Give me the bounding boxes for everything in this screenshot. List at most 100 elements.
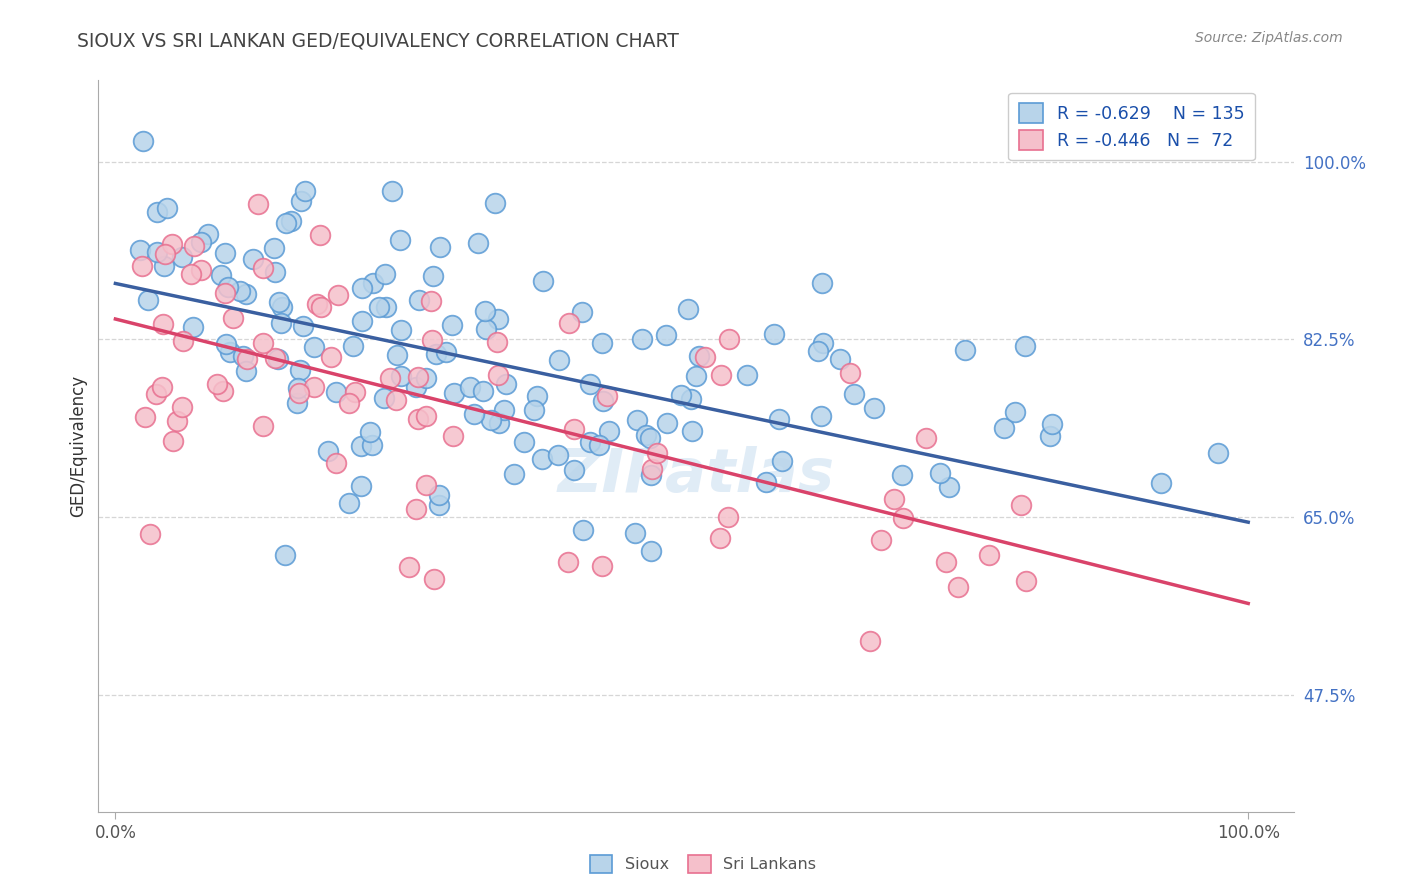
- Point: [564, 422, 586, 436]
- Point: [1040, 417, 1063, 431]
- Point: [415, 409, 437, 424]
- Point: [180, 268, 202, 282]
- Point: [156, 202, 179, 216]
- Point: [229, 285, 252, 299]
- Point: [655, 328, 678, 343]
- Point: [811, 336, 834, 351]
- Point: [717, 509, 740, 524]
- Point: [264, 351, 287, 366]
- Point: [205, 377, 228, 392]
- Point: [503, 467, 526, 481]
- Point: [1150, 476, 1173, 491]
- Point: [385, 393, 408, 408]
- Point: [288, 386, 311, 401]
- Point: [269, 294, 291, 309]
- Point: [263, 241, 285, 255]
- Point: [252, 261, 274, 276]
- Point: [160, 236, 183, 251]
- Point: [218, 345, 240, 359]
- Point: [423, 572, 446, 586]
- Point: [1010, 498, 1032, 512]
- Point: [373, 391, 395, 405]
- Point: [321, 351, 343, 365]
- Point: [374, 300, 396, 314]
- Point: [308, 228, 330, 243]
- Point: [811, 277, 834, 291]
- Point: [1206, 446, 1229, 460]
- Point: [166, 414, 188, 428]
- Point: [415, 371, 437, 385]
- Point: [869, 533, 891, 547]
- Point: [571, 305, 593, 319]
- Point: [562, 463, 585, 477]
- Point: [572, 523, 595, 537]
- Point: [1015, 574, 1038, 589]
- Point: [938, 480, 960, 494]
- Point: [891, 511, 914, 525]
- Point: [170, 250, 193, 264]
- Point: [472, 384, 495, 398]
- Point: [170, 401, 193, 415]
- Point: [578, 377, 600, 392]
- Point: [547, 448, 569, 462]
- Point: [596, 389, 619, 403]
- Point: [669, 388, 692, 402]
- Point: [367, 300, 389, 314]
- Point: [152, 259, 174, 273]
- Point: [592, 393, 614, 408]
- Point: [533, 274, 555, 288]
- Point: [762, 327, 785, 342]
- Point: [810, 409, 832, 424]
- Point: [381, 185, 404, 199]
- Point: [232, 349, 254, 363]
- Point: [316, 444, 339, 458]
- Point: [263, 265, 285, 279]
- Point: [129, 244, 152, 258]
- Point: [807, 343, 830, 358]
- Point: [709, 532, 731, 546]
- Point: [928, 467, 950, 481]
- Y-axis label: GED/Equivalency: GED/Equivalency: [69, 375, 87, 517]
- Point: [146, 205, 169, 219]
- Legend: Sioux, Sri Lankans: Sioux, Sri Lankans: [583, 848, 823, 880]
- Point: [770, 454, 793, 468]
- Point: [1039, 429, 1062, 443]
- Point: [350, 281, 373, 295]
- Point: [828, 352, 851, 367]
- Point: [408, 293, 430, 307]
- Point: [352, 314, 374, 328]
- Point: [427, 488, 450, 502]
- Point: [361, 276, 384, 290]
- Point: [591, 558, 613, 573]
- Point: [1014, 339, 1036, 353]
- Point: [270, 316, 292, 330]
- Point: [302, 380, 325, 394]
- Point: [162, 434, 184, 448]
- Point: [408, 369, 430, 384]
- Point: [420, 334, 443, 348]
- Point: [737, 368, 759, 382]
- Point: [290, 363, 312, 377]
- Point: [136, 293, 159, 307]
- Point: [626, 413, 648, 427]
- Text: SIOUX VS SRI LANKAN GED/EQUIVALENCY CORRELATION CHART: SIOUX VS SRI LANKAN GED/EQUIVALENCY CORR…: [77, 31, 679, 50]
- Point: [302, 340, 325, 354]
- Point: [486, 368, 509, 383]
- Point: [481, 413, 503, 427]
- Point: [427, 498, 450, 512]
- Point: [139, 527, 162, 541]
- Point: [655, 417, 678, 431]
- Point: [526, 388, 548, 402]
- Point: [434, 345, 457, 359]
- Point: [955, 343, 977, 357]
- Point: [405, 501, 427, 516]
- Point: [337, 495, 360, 509]
- Point: [152, 318, 174, 332]
- Point: [309, 300, 332, 314]
- Point: [591, 336, 613, 351]
- Point: [935, 555, 957, 569]
- Point: [242, 252, 264, 267]
- Point: [838, 366, 860, 380]
- Point: [274, 548, 297, 562]
- Point: [388, 233, 411, 247]
